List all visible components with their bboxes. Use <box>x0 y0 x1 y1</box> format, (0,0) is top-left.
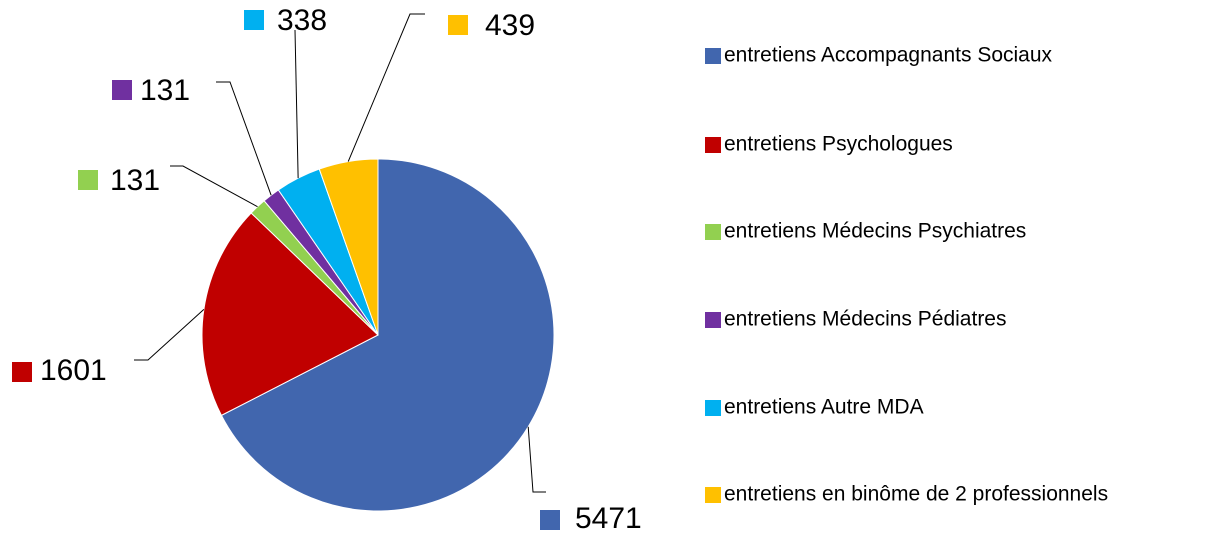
pie-slice <box>201 212 379 417</box>
legend-label: entretiens Psychologues <box>724 133 953 156</box>
data-label: 1601 <box>40 354 107 387</box>
legend-key <box>705 224 721 240</box>
leader-line <box>347 13 425 162</box>
leader-line <box>294 29 299 179</box>
legend-key <box>705 48 721 64</box>
label-key <box>112 80 132 100</box>
legend-key <box>705 400 721 416</box>
data-label: 338 <box>277 4 327 37</box>
legend-label: entretiens Autre MDA <box>724 396 924 419</box>
label-key <box>244 10 264 30</box>
data-label: 439 <box>485 9 535 42</box>
leader-line <box>527 426 546 493</box>
legend-label: entretiens Médecins Pédiatres <box>724 308 1007 331</box>
leader-line <box>170 165 258 208</box>
legend-label: entretiens en binôme de 2 professionnels <box>724 483 1108 506</box>
leader-line <box>216 81 272 196</box>
leader-line <box>134 309 205 361</box>
legend-key <box>705 137 721 153</box>
data-label: 131 <box>110 164 160 197</box>
legend-label: entretiens Accompagnants Sociaux <box>724 44 1053 67</box>
legend-key <box>705 487 721 503</box>
data-label: 5471 <box>575 502 642 535</box>
label-key <box>540 510 560 530</box>
data-label: 131 <box>140 74 190 107</box>
label-key <box>78 170 98 190</box>
pie-slice <box>220 158 555 512</box>
legend-key <box>705 312 721 328</box>
label-key <box>12 362 32 382</box>
legend-label: entretiens Médecins Psychiatres <box>724 220 1026 243</box>
label-key <box>448 15 468 35</box>
